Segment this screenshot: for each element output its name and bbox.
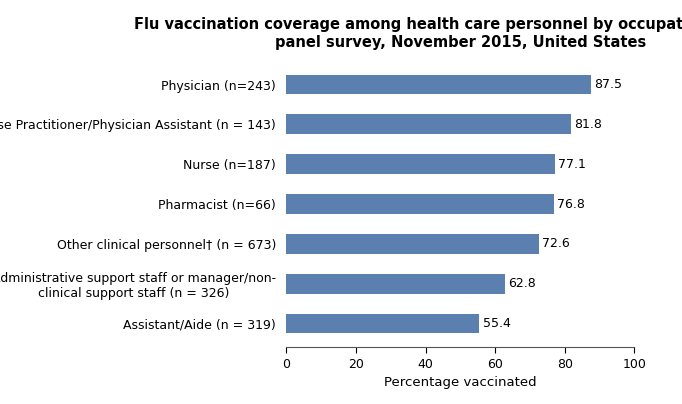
X-axis label: Percentage vaccinated: Percentage vaccinated: [384, 377, 537, 389]
Bar: [286, 314, 479, 333]
Text: 72.6: 72.6: [542, 238, 570, 250]
Text: 55.4: 55.4: [483, 317, 511, 330]
Bar: [286, 75, 591, 95]
Text: 81.8: 81.8: [574, 118, 602, 131]
Bar: [286, 114, 571, 134]
Text: 62.8: 62.8: [508, 277, 536, 290]
Bar: [286, 194, 554, 214]
Text: 87.5: 87.5: [594, 78, 622, 91]
Bar: [286, 154, 554, 174]
Bar: [286, 234, 539, 254]
Text: 76.8: 76.8: [557, 198, 585, 210]
Text: 77.1: 77.1: [558, 158, 586, 170]
Bar: [286, 274, 505, 294]
Title: Flu vaccination coverage among health care personnel by occupation, Internet
pan: Flu vaccination coverage among health ca…: [134, 17, 682, 50]
